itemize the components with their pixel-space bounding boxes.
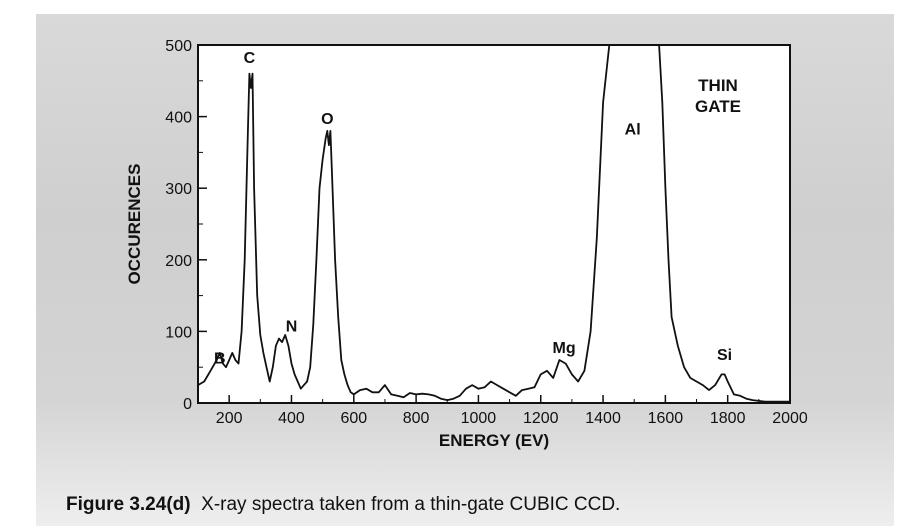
x-tick-label: 1600 (648, 410, 684, 427)
y-tick-label: 300 (165, 181, 192, 198)
y-tick-label: 500 (165, 38, 192, 55)
legend-line-1: THIN (698, 76, 738, 95)
peak-label-n: N (286, 318, 298, 335)
x-tick-label: 2000 (772, 410, 808, 427)
x-tick-label: 400 (278, 410, 305, 427)
x-tick-label: 800 (403, 410, 430, 427)
x-tick-label: 1200 (523, 410, 559, 427)
plot-area (198, 45, 790, 403)
x-tick-label: 600 (340, 410, 367, 427)
peak-label-c: C (244, 50, 256, 67)
figure-caption-text: X-ray spectra taken from a thin-gate CUB… (201, 494, 621, 515)
x-tick-label: 200 (216, 410, 243, 427)
chart-svg: 200 400 600 800 1000 1200 1400 1600 1800 2000 0 100… (125, 38, 808, 450)
x-tick-label: 1000 (461, 410, 497, 427)
plot-frame (197, 44, 791, 404)
peak-label-si: Si (717, 347, 732, 364)
y-tick-label: 100 (165, 324, 192, 341)
peak-label-mg: Mg (553, 340, 576, 357)
x-tick-label: 1800 (710, 410, 746, 427)
peak-label-al: Al (625, 122, 641, 139)
legend-line-2: GATE (695, 97, 741, 116)
figure-caption: Figure 3.24(d) X-ray spectra taken from … (66, 494, 620, 516)
y-tick-label: 0 (183, 396, 192, 413)
x-tick-label: 1400 (585, 410, 621, 427)
xray-spectrum-chart: 200 400 600 800 1000 1200 1400 1600 1800 2000 0 100… (125, 38, 808, 450)
figure-number: Figure 3.24(d) (66, 494, 191, 515)
y-tick-label: 400 (165, 110, 192, 127)
y-tick-label: 200 (165, 253, 192, 270)
x-axis-label: ENERGY (EV) (439, 431, 549, 450)
peak-label-o: O (321, 111, 333, 128)
y-axis-label: OCCURENCES (125, 164, 144, 285)
peak-label-b: B (214, 351, 226, 368)
spectrum-series-line (197, 44, 790, 403)
